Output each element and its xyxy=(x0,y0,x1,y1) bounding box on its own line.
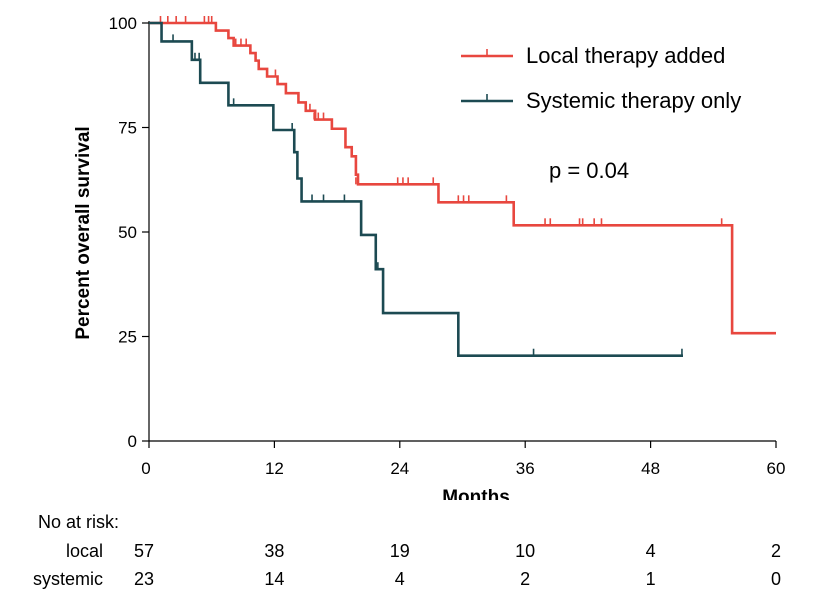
x-tick-label: 60 xyxy=(767,459,786,478)
survival-curve-line xyxy=(149,21,776,335)
survival-curve-line xyxy=(149,21,683,358)
chart-series-layer xyxy=(149,16,776,358)
risk-count: 14 xyxy=(264,569,285,589)
y-axis-title: Percent overall survival xyxy=(73,126,94,339)
legend-label: Systemic therapy only xyxy=(526,88,741,113)
y-tick-label: 25 xyxy=(118,328,137,347)
chart-legend: Local therapy added Systemic therapy only xyxy=(461,43,741,113)
p-value-annotation: p = 0.04 xyxy=(549,158,629,183)
y-tick-label: 50 xyxy=(118,223,137,242)
risk-count: 4 xyxy=(645,541,656,561)
risk-count: 2 xyxy=(520,569,531,589)
x-axis-title: Months xyxy=(442,487,510,500)
x-tick-label: 12 xyxy=(265,459,284,478)
risk-row-label-local: local xyxy=(65,541,103,561)
x-tick-label: 48 xyxy=(641,459,660,478)
risk-count: 2 xyxy=(770,541,781,561)
risk-count: 10 xyxy=(515,541,536,561)
y-tick-label: 75 xyxy=(118,119,137,138)
risk-count: 1 xyxy=(645,569,656,589)
risk-row-label-systemic: systemic xyxy=(32,569,103,589)
y-tick-label: 0 xyxy=(128,432,137,451)
series-local-therapy-added xyxy=(149,16,776,335)
x-tick-label: 0 xyxy=(141,459,150,478)
risk-count: 19 xyxy=(389,541,410,561)
risk-count: 0 xyxy=(770,569,781,589)
legend-item: Local therapy added xyxy=(461,43,725,68)
x-tick-label: 36 xyxy=(516,459,535,478)
risk-count: 38 xyxy=(264,541,285,561)
series-systemic-therapy-only xyxy=(149,21,683,358)
survival-chart: 0 25 50 75 100 0 12 24 36 48 60 Local therapy adde… xyxy=(73,14,786,500)
risk-count: 23 xyxy=(133,569,155,589)
y-tick-label: 100 xyxy=(109,14,137,33)
risk-table-title: No at risk: xyxy=(38,512,120,532)
risk-count: 57 xyxy=(133,541,155,561)
x-tick-label: 24 xyxy=(390,459,409,478)
legend-item: Systemic therapy only xyxy=(461,88,741,113)
chart-axes: 0 25 50 75 100 0 12 24 36 48 60 xyxy=(109,14,786,478)
risk-count: 4 xyxy=(394,569,405,589)
legend-label: Local therapy added xyxy=(526,43,725,68)
